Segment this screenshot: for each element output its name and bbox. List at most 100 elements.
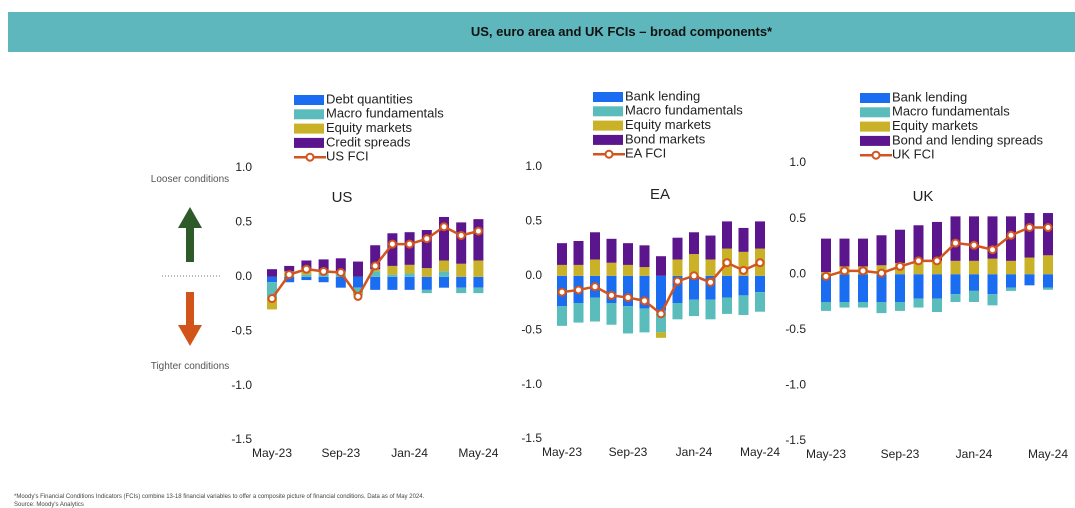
bar-segment [969, 216, 979, 261]
panel-title: UK [913, 188, 934, 205]
x-tick-label: May-23 [252, 446, 292, 460]
fci-point [988, 245, 997, 255]
fci-point [284, 270, 294, 280]
x-tick-label: May-23 [542, 445, 582, 459]
y-tick-label: -0.5 [521, 322, 542, 336]
y-tick-label: -1.0 [521, 377, 542, 391]
bar-segment [573, 264, 584, 276]
bar-segment [987, 258, 998, 275]
bar-segment [656, 332, 666, 338]
bar-segment [387, 265, 398, 275]
bar-segment [623, 275, 633, 307]
bar-segment [284, 265, 295, 272]
fci-point [1025, 222, 1034, 232]
bar-segment [387, 233, 398, 266]
bar-segment [672, 259, 683, 276]
x-tick-label: May-23 [806, 447, 846, 461]
legend-label: Credit spreads [326, 134, 411, 149]
fci-point [914, 256, 923, 266]
y-tick-label: 1.0 [789, 155, 806, 169]
bar-segment [876, 274, 887, 302]
bar-segment [318, 276, 329, 283]
bar-segment [1006, 274, 1016, 288]
bar-segment [987, 294, 998, 306]
bar-segment [821, 274, 831, 302]
legend-swatch [593, 120, 623, 131]
y-tick-label: 0.0 [235, 269, 252, 283]
legend-swatch [294, 95, 324, 105]
y-tick-label: -0.5 [231, 323, 252, 337]
fci-point [722, 258, 732, 268]
bar-segment [932, 260, 942, 275]
y-tick-label: -1.5 [231, 432, 252, 446]
bar-segment [639, 245, 650, 268]
fci-point [439, 222, 449, 232]
bar-segment [456, 263, 467, 277]
bar-segment [557, 264, 567, 276]
bar-segment [557, 306, 567, 326]
bar-segment [387, 276, 398, 290]
fci-point [319, 266, 329, 276]
bar-segment [689, 275, 699, 300]
bar-segment [473, 276, 484, 288]
fci-point [755, 258, 765, 268]
bar-segment [267, 269, 277, 277]
y-tick-label: -1.0 [785, 378, 806, 392]
fci-point [1006, 230, 1016, 240]
bar-segment [913, 260, 924, 275]
bar-segment [1043, 213, 1053, 256]
bar-segment [439, 260, 449, 272]
y-tick-label: -1.5 [521, 431, 542, 445]
bar-segment [623, 264, 633, 276]
bar-segment [895, 302, 905, 311]
bar-segment [456, 222, 467, 264]
bar-segment [590, 297, 600, 322]
bar-segment [353, 276, 363, 288]
y-tick-label: 1.0 [525, 159, 542, 173]
bar-segment [404, 273, 415, 277]
bar-segment [1006, 260, 1016, 275]
legend-swatch [860, 135, 890, 146]
bar-segment [573, 240, 584, 265]
bar-segment [573, 303, 584, 323]
panel-title: US [332, 189, 353, 206]
bar-segment [722, 275, 732, 298]
legend-swatch [593, 92, 623, 102]
bar-segment [950, 274, 961, 295]
fci-point [405, 239, 415, 249]
source: Source: Moody's Analytics [14, 502, 84, 508]
legend-label: US FCI [326, 149, 369, 164]
bar-segment [858, 238, 868, 267]
bar-segment [932, 221, 942, 261]
bar-segment [267, 298, 277, 310]
bar-segment [456, 276, 467, 288]
bar-segment [895, 274, 905, 302]
bar-segment [656, 310, 666, 333]
bar-segment [267, 276, 277, 283]
fci-point [877, 268, 886, 278]
bar-segment [722, 221, 732, 249]
legend-swatch [593, 106, 623, 117]
legend-marker [305, 152, 315, 162]
fci-point [590, 282, 600, 292]
bar-segment [267, 282, 277, 299]
bar-segment [1024, 257, 1035, 275]
bar-segment [439, 271, 449, 277]
bar-segment [421, 230, 432, 269]
legend-label: Bank lending [625, 88, 700, 103]
x-tick-label: Jan-24 [391, 446, 428, 460]
bar-segment [301, 274, 312, 277]
legend-swatch [294, 109, 324, 120]
fci-point [336, 267, 346, 277]
bar-segment [456, 287, 467, 294]
bar-segment [421, 289, 432, 294]
fci-point [689, 271, 699, 281]
x-tick-label: Sep-23 [881, 447, 920, 461]
bar-segment [387, 274, 398, 277]
bar-segment [755, 221, 765, 249]
x-tick-label: Sep-23 [321, 446, 360, 460]
bar-segment [738, 251, 749, 276]
bar-segment [876, 235, 887, 266]
legend-swatch [860, 107, 890, 118]
